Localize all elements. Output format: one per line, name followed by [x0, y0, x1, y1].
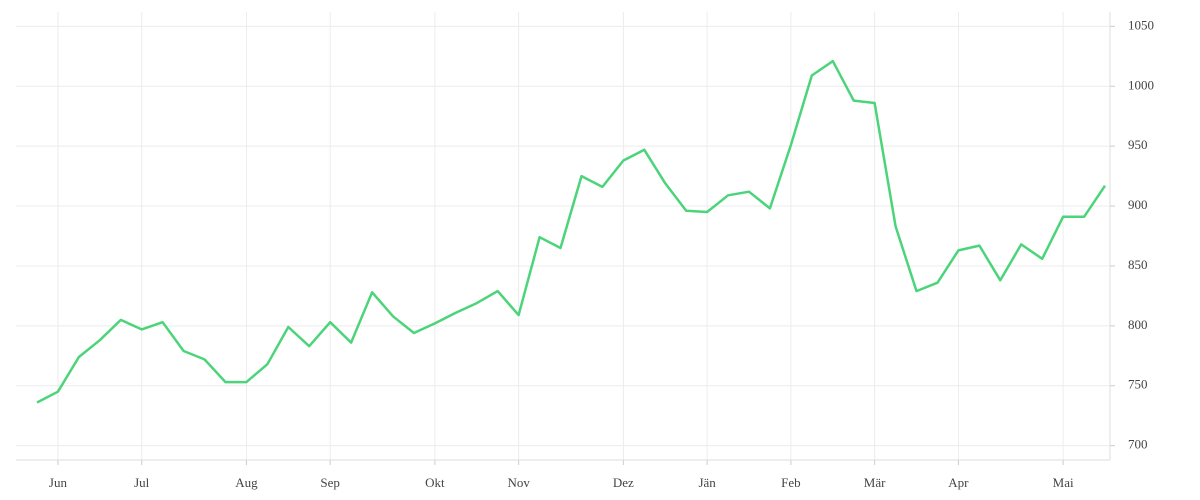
- y-tick-label: 950: [1128, 137, 1148, 152]
- x-tick-label: Okt: [425, 475, 445, 490]
- x-tick-label: Feb: [781, 475, 801, 490]
- y-tick-label: 1000: [1128, 77, 1154, 92]
- y-tick-label: 850: [1128, 257, 1148, 272]
- x-tick-label: Apr: [948, 475, 969, 490]
- y-tick-label: 900: [1128, 197, 1148, 212]
- line-series: [36, 59, 1107, 404]
- y-tick-label: 800: [1128, 317, 1148, 332]
- y-tick-label: 1050: [1128, 17, 1154, 32]
- x-tick-label: Nov: [507, 475, 530, 490]
- y-tick-label: 700: [1128, 437, 1148, 452]
- x-tick-label: Sep: [320, 475, 340, 490]
- x-tick-label: Mai: [1053, 475, 1074, 490]
- x-tick-label: Jun: [49, 475, 68, 490]
- x-tick-label: Dez: [613, 475, 634, 490]
- y-tick-label: 750: [1128, 377, 1148, 392]
- x-tick-label: Jän: [698, 475, 716, 490]
- x-tick-label: Mär: [864, 475, 886, 490]
- x-tick-label: Jul: [134, 475, 150, 490]
- x-tick-label: Aug: [235, 475, 258, 490]
